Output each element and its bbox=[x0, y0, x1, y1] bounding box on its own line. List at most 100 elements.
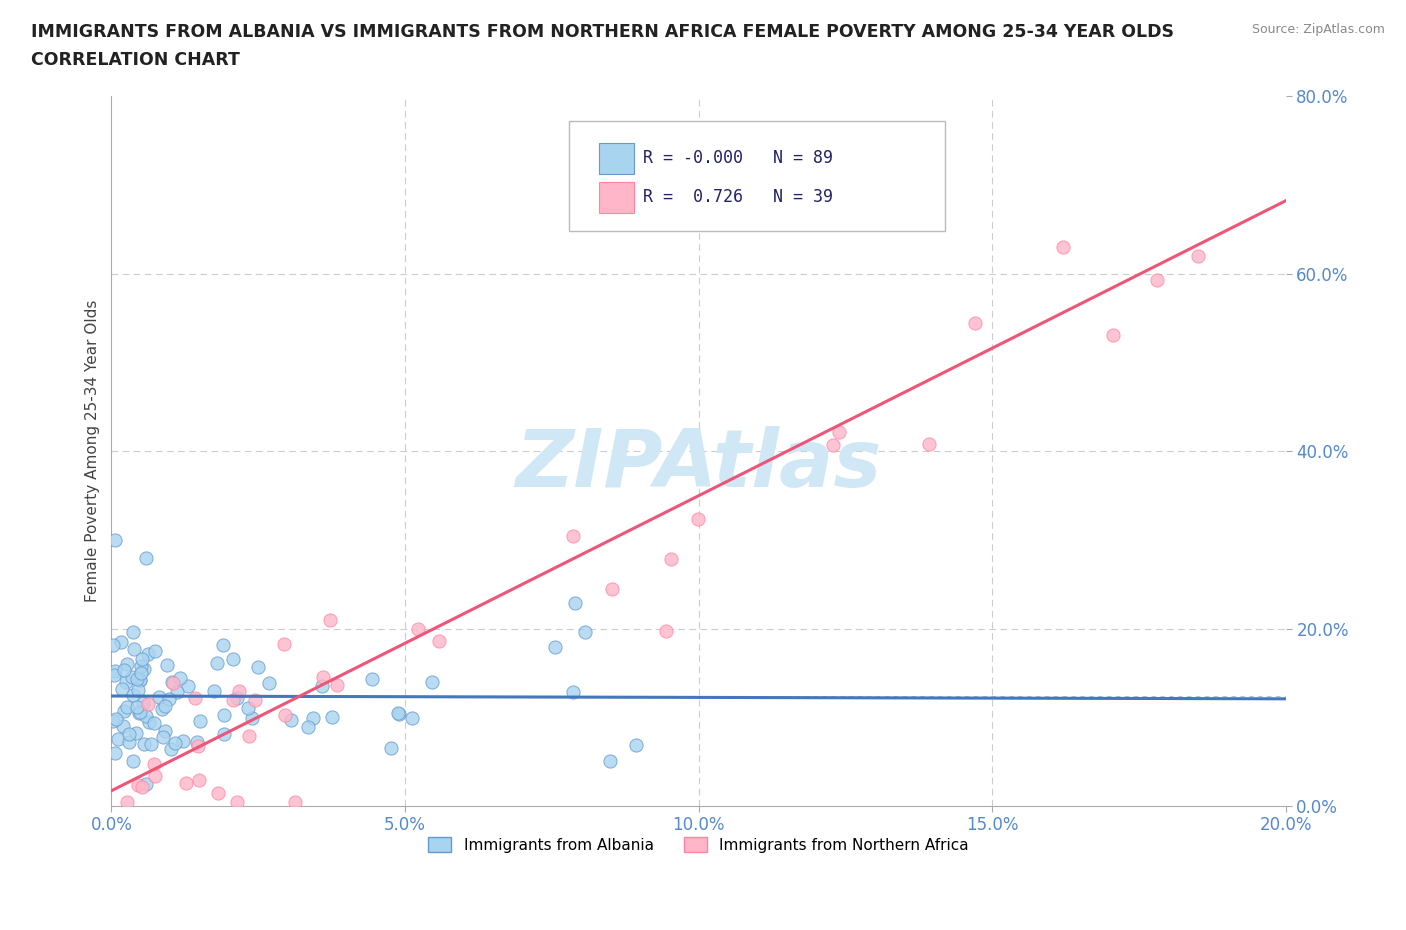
Point bbox=[112, 663, 135, 678]
Point bbox=[136, 646, 159, 661]
Point bbox=[162, 675, 184, 690]
Point bbox=[101, 638, 124, 653]
Point bbox=[132, 737, 155, 751]
Point bbox=[562, 528, 585, 543]
Point bbox=[212, 708, 235, 723]
Point bbox=[257, 676, 280, 691]
Point bbox=[380, 740, 402, 755]
Point bbox=[273, 636, 295, 651]
Point bbox=[138, 714, 160, 729]
Point bbox=[387, 705, 409, 720]
Point bbox=[188, 714, 211, 729]
Point bbox=[104, 533, 127, 548]
Point bbox=[302, 711, 325, 725]
Y-axis label: Female Poverty Among 25-34 Year Olds: Female Poverty Among 25-34 Year Olds bbox=[86, 300, 100, 603]
Point bbox=[401, 711, 423, 725]
Point bbox=[174, 776, 197, 790]
Point bbox=[122, 641, 145, 656]
Text: IMMIGRANTS FROM ALBANIA VS IMMIGRANTS FROM NORTHERN AFRICA FEMALE POVERTY AMONG : IMMIGRANTS FROM ALBANIA VS IMMIGRANTS FR… bbox=[31, 23, 1174, 41]
Point bbox=[1187, 248, 1209, 263]
Point bbox=[655, 623, 678, 638]
Point bbox=[828, 425, 851, 440]
Point bbox=[104, 711, 127, 726]
Point bbox=[240, 711, 263, 725]
Point bbox=[600, 581, 623, 596]
Point bbox=[103, 668, 125, 683]
Point bbox=[226, 691, 249, 706]
Point bbox=[155, 698, 177, 713]
Point bbox=[107, 731, 129, 746]
Point bbox=[564, 596, 586, 611]
Point bbox=[1146, 272, 1168, 287]
Legend: Immigrants from Albania, Immigrants from Northern Africa: Immigrants from Albania, Immigrants from… bbox=[422, 830, 974, 858]
Point bbox=[127, 699, 149, 714]
Point bbox=[599, 753, 621, 768]
Point bbox=[129, 658, 152, 673]
Point bbox=[574, 624, 596, 639]
Point bbox=[312, 670, 335, 684]
Point bbox=[150, 701, 173, 716]
Point bbox=[228, 684, 250, 698]
Point bbox=[543, 640, 565, 655]
Point bbox=[624, 738, 647, 753]
Point bbox=[245, 692, 267, 707]
Point bbox=[121, 753, 143, 768]
Point bbox=[311, 679, 333, 694]
Point bbox=[202, 684, 225, 698]
Point bbox=[160, 675, 183, 690]
Point bbox=[142, 716, 165, 731]
Bar bbox=[599, 142, 634, 175]
Point bbox=[115, 699, 138, 714]
Point bbox=[111, 682, 134, 697]
Text: R =  0.726   N = 39: R = 0.726 N = 39 bbox=[644, 188, 834, 206]
Point bbox=[319, 613, 342, 628]
Point bbox=[129, 704, 152, 719]
Point bbox=[125, 725, 148, 740]
Point bbox=[420, 675, 443, 690]
Text: CORRELATION CHART: CORRELATION CHART bbox=[31, 51, 240, 69]
Point bbox=[111, 718, 134, 733]
Point bbox=[166, 684, 188, 699]
Point bbox=[562, 684, 585, 699]
Point bbox=[118, 727, 141, 742]
Point bbox=[121, 670, 143, 684]
Point bbox=[160, 741, 183, 756]
Point bbox=[101, 714, 124, 729]
Point bbox=[128, 672, 150, 687]
Point bbox=[214, 726, 236, 741]
Point bbox=[280, 712, 302, 727]
Point bbox=[169, 671, 191, 685]
Point bbox=[135, 777, 157, 792]
Point bbox=[821, 437, 844, 452]
Point bbox=[122, 624, 145, 639]
Point bbox=[128, 706, 150, 721]
Point bbox=[408, 621, 430, 636]
Text: R = -0.000   N = 89: R = -0.000 N = 89 bbox=[644, 149, 834, 167]
Point bbox=[284, 794, 307, 809]
Point bbox=[104, 664, 127, 679]
Point bbox=[163, 736, 186, 751]
Point bbox=[127, 777, 149, 792]
Point bbox=[115, 794, 138, 809]
Point bbox=[226, 794, 249, 809]
Point bbox=[1102, 327, 1125, 342]
Point bbox=[156, 658, 179, 672]
Point bbox=[321, 710, 343, 724]
Point bbox=[246, 659, 269, 674]
Point bbox=[131, 779, 153, 794]
Point bbox=[238, 728, 260, 743]
Point bbox=[326, 677, 349, 692]
Point bbox=[110, 634, 132, 649]
Point bbox=[817, 178, 839, 193]
Point bbox=[1052, 240, 1074, 255]
Point bbox=[136, 697, 159, 711]
Point bbox=[236, 700, 259, 715]
Point bbox=[427, 633, 450, 648]
Point bbox=[963, 315, 986, 330]
Point bbox=[207, 785, 229, 800]
Point bbox=[188, 772, 211, 787]
Point bbox=[143, 768, 166, 783]
Point bbox=[118, 735, 141, 750]
Bar bbox=[599, 181, 634, 214]
Point bbox=[135, 709, 157, 724]
